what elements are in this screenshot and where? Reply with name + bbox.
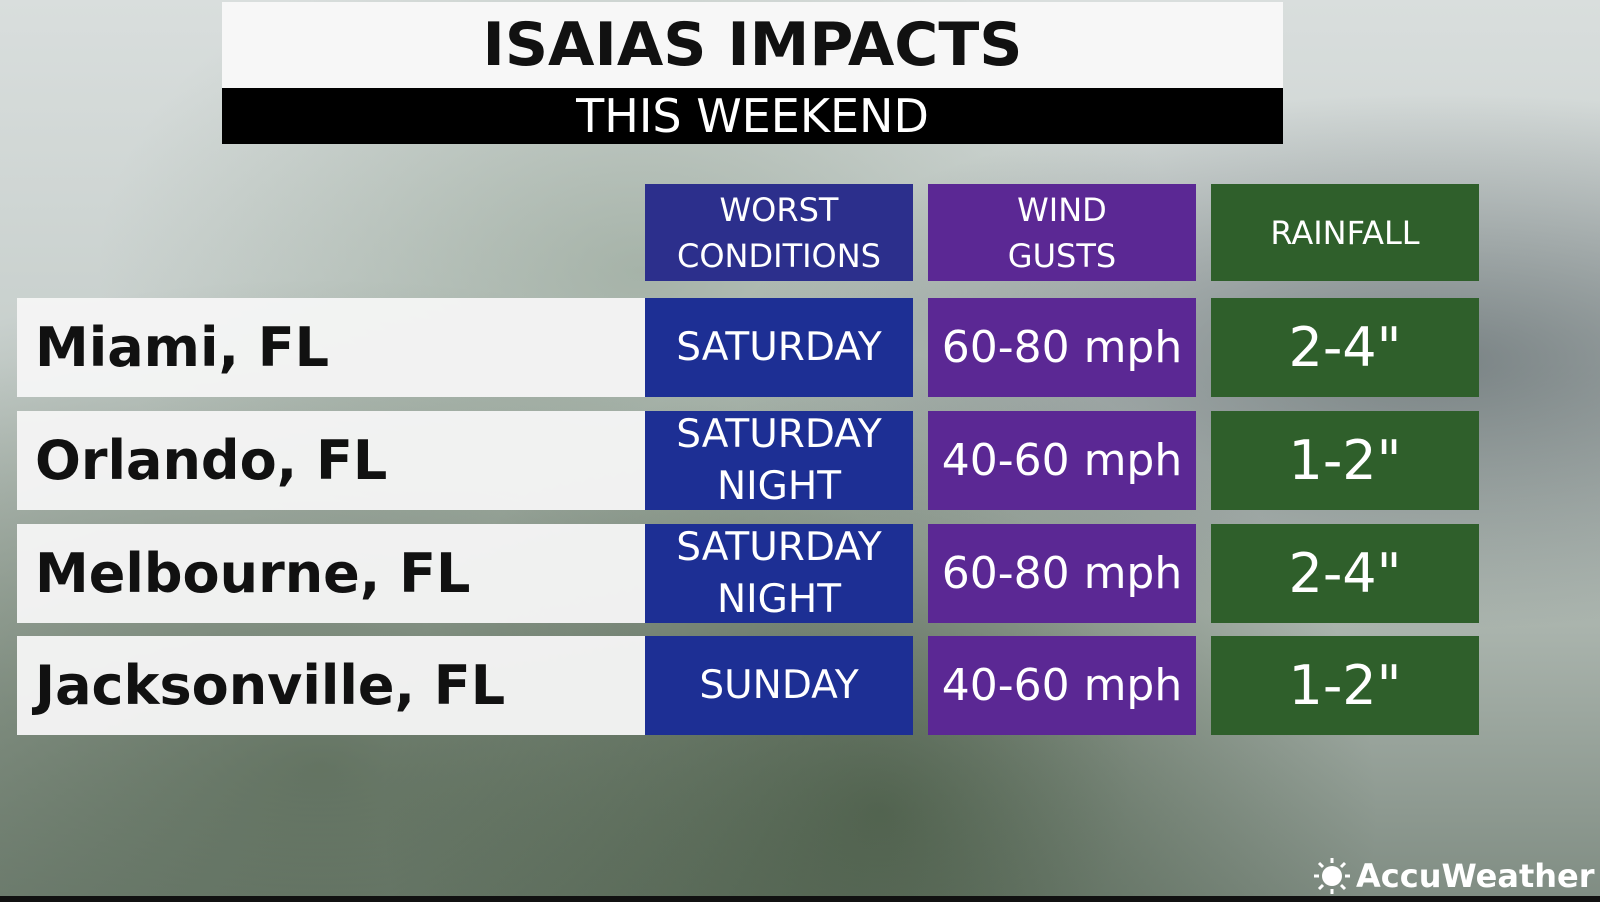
rainfall: 1-2" [1211,411,1479,510]
wind-gusts: 60-80 mph [928,524,1196,623]
column-header: WORST CONDITIONS [645,184,913,281]
title: ISAIAS IMPACTS [222,2,1283,88]
brand: AccuWeather [1312,856,1600,896]
brand-logo [1314,858,1350,894]
rainfall: 2-4" [1211,524,1479,623]
worst-conditions: SUNDAY [645,636,913,735]
worst-conditions: SATURDAY [645,298,913,397]
city: Jacksonville, FL [17,636,645,735]
subtitle: THIS WEEKEND [222,88,1283,144]
worst-conditions: SATURDAY NIGHT [645,411,913,510]
city: Miami, FL [17,298,645,397]
wind-gusts: 40-60 mph [928,411,1196,510]
bottom-bar [0,896,1600,902]
city: Melbourne, FL [17,524,645,623]
brand-text: AccuWeather [1356,857,1595,895]
worst-conditions: SATURDAY NIGHT [645,524,913,623]
wind-gusts: 60-80 mph [928,298,1196,397]
column-header: RAINFALL [1211,184,1479,281]
city: Orlando, FL [17,411,645,510]
wind-gusts: 40-60 mph [928,636,1196,735]
column-header: WIND GUSTS [928,184,1196,281]
rainfall: 1-2" [1211,636,1479,735]
rainfall: 2-4" [1211,298,1479,397]
